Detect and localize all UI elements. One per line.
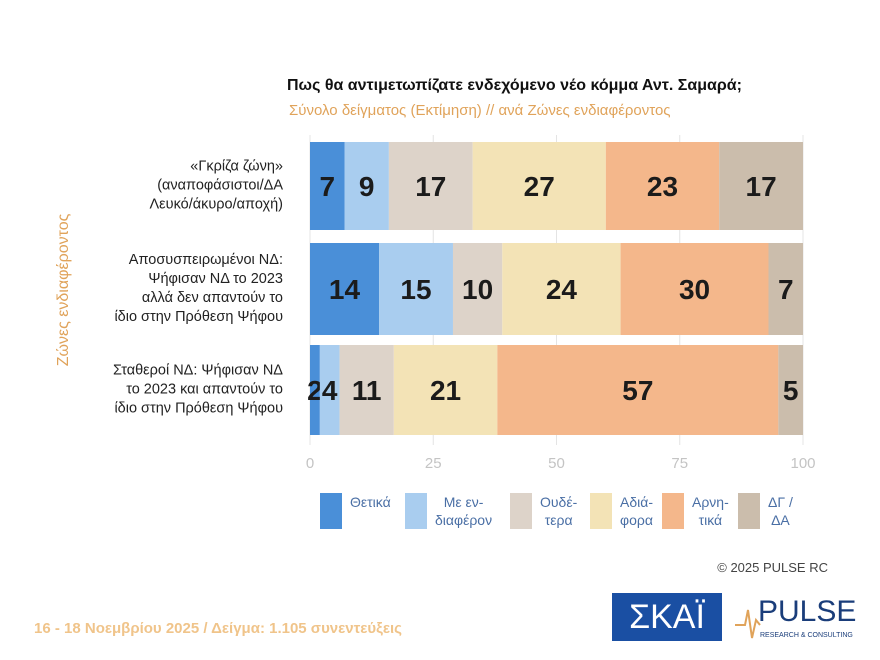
- bar-segment: [497, 345, 779, 435]
- legend-item: Αδιά- φορα: [590, 493, 653, 529]
- bar-segment: [310, 243, 380, 335]
- data-label: 15: [400, 274, 431, 305]
- bar-segment: [620, 243, 769, 335]
- data-label: 2: [307, 375, 323, 406]
- bar-segment: [719, 142, 803, 230]
- bar-segment: [310, 142, 345, 230]
- x-tick-label: 75: [671, 455, 688, 472]
- footer: 16 - 18 Νοεμβρίου 2025 / Δείγμα: 1.105 σ…: [34, 620, 402, 637]
- legend-item: Ουδέ- τερα: [510, 493, 577, 529]
- legend-label: ΔΓ / ΔΑ: [768, 494, 793, 528]
- copyright: © 2025 PULSE RC: [717, 560, 828, 575]
- x-tick-label: 25: [425, 455, 442, 472]
- data-label: 9: [359, 171, 375, 202]
- legend-item: Θετικά: [320, 493, 391, 529]
- pulse-logo-sub: RESEARCH & CONSULTING: [760, 632, 853, 639]
- legend-swatch: [590, 493, 612, 529]
- data-label: 24: [546, 274, 578, 305]
- legend-item: ΔΓ / ΔΑ: [738, 493, 793, 529]
- x-tick-label: 0: [306, 455, 314, 472]
- x-tick-label: 50: [548, 455, 565, 472]
- legend-swatch: [662, 493, 684, 529]
- data-label: 57: [622, 375, 653, 406]
- data-label: 23: [647, 171, 678, 202]
- chart-title: Πως θα αντιμετωπίζατε ενδεχόμενο νέο κόμ…: [287, 77, 742, 94]
- skai-logo: ΣΚΑΪ: [629, 598, 705, 636]
- bar-segment: [379, 243, 453, 335]
- y-axis-label: Ζώνες ενδιαφέροντος: [55, 213, 72, 366]
- bar-segment: [768, 243, 803, 335]
- legend-label: Θετικά: [350, 494, 391, 510]
- legend-swatch: [405, 493, 427, 529]
- bar-segment: [310, 345, 320, 435]
- legend-item: Αρνη- τικά: [662, 493, 729, 529]
- legend-swatch: [510, 493, 532, 529]
- pulse-wave: [735, 609, 761, 639]
- legend-item: Με εν- διαφέρον: [405, 493, 492, 529]
- data-label: 4: [322, 375, 338, 406]
- data-label: 14: [329, 274, 361, 305]
- data-label: 7: [778, 274, 794, 305]
- x-tick-label: 100: [790, 455, 815, 472]
- data-label: 17: [746, 171, 777, 202]
- legend-swatch: [320, 493, 342, 529]
- data-label: 17: [415, 171, 446, 202]
- bar-segment: [502, 243, 621, 335]
- bar-segment: [452, 243, 503, 335]
- data-label: 7: [319, 171, 335, 202]
- category-label: «Γκρίζα ζώνη» (αναποφάσιστοι/ΔΑ Λευκό/άκ…: [149, 158, 283, 213]
- category-label: Σταθεροί ΝΔ: Ψήφισαν ΝΔ το 2023 και απαν…: [112, 362, 283, 417]
- bar-segment: [339, 345, 394, 435]
- bar-segment: [393, 345, 498, 435]
- bar-segment: [472, 142, 606, 230]
- bar-segment: [388, 142, 473, 230]
- chart-subtitle: Σύνολο δείγματος (Εκτίμηση) // ανά Ζώνες…: [289, 102, 671, 119]
- bar-segment: [605, 142, 720, 230]
- data-label: 30: [679, 274, 710, 305]
- legend-label: Με εν- διαφέρον: [435, 494, 493, 528]
- category-label: Αποσυσπειρωμένοι ΝΔ: Ψήφισαν ΝΔ το 2023 …: [114, 252, 283, 325]
- bar-segment: [319, 345, 340, 435]
- bar-segment: [778, 345, 803, 435]
- data-label: 27: [524, 171, 555, 202]
- data-label: 10: [462, 274, 493, 305]
- legend-label: Ουδέ- τερα: [540, 494, 578, 528]
- pulse-logo: PULSE: [758, 595, 856, 628]
- legend-label: Αδιά- φορα: [620, 494, 653, 528]
- skai-logo-box: [612, 593, 722, 641]
- data-label: 5: [783, 375, 799, 406]
- legend-label: Αρνη- τικά: [692, 494, 729, 528]
- data-label: 11: [352, 375, 382, 406]
- legend-swatch: [738, 493, 760, 529]
- bar-segment: [344, 142, 389, 230]
- data-label: 21: [430, 375, 461, 406]
